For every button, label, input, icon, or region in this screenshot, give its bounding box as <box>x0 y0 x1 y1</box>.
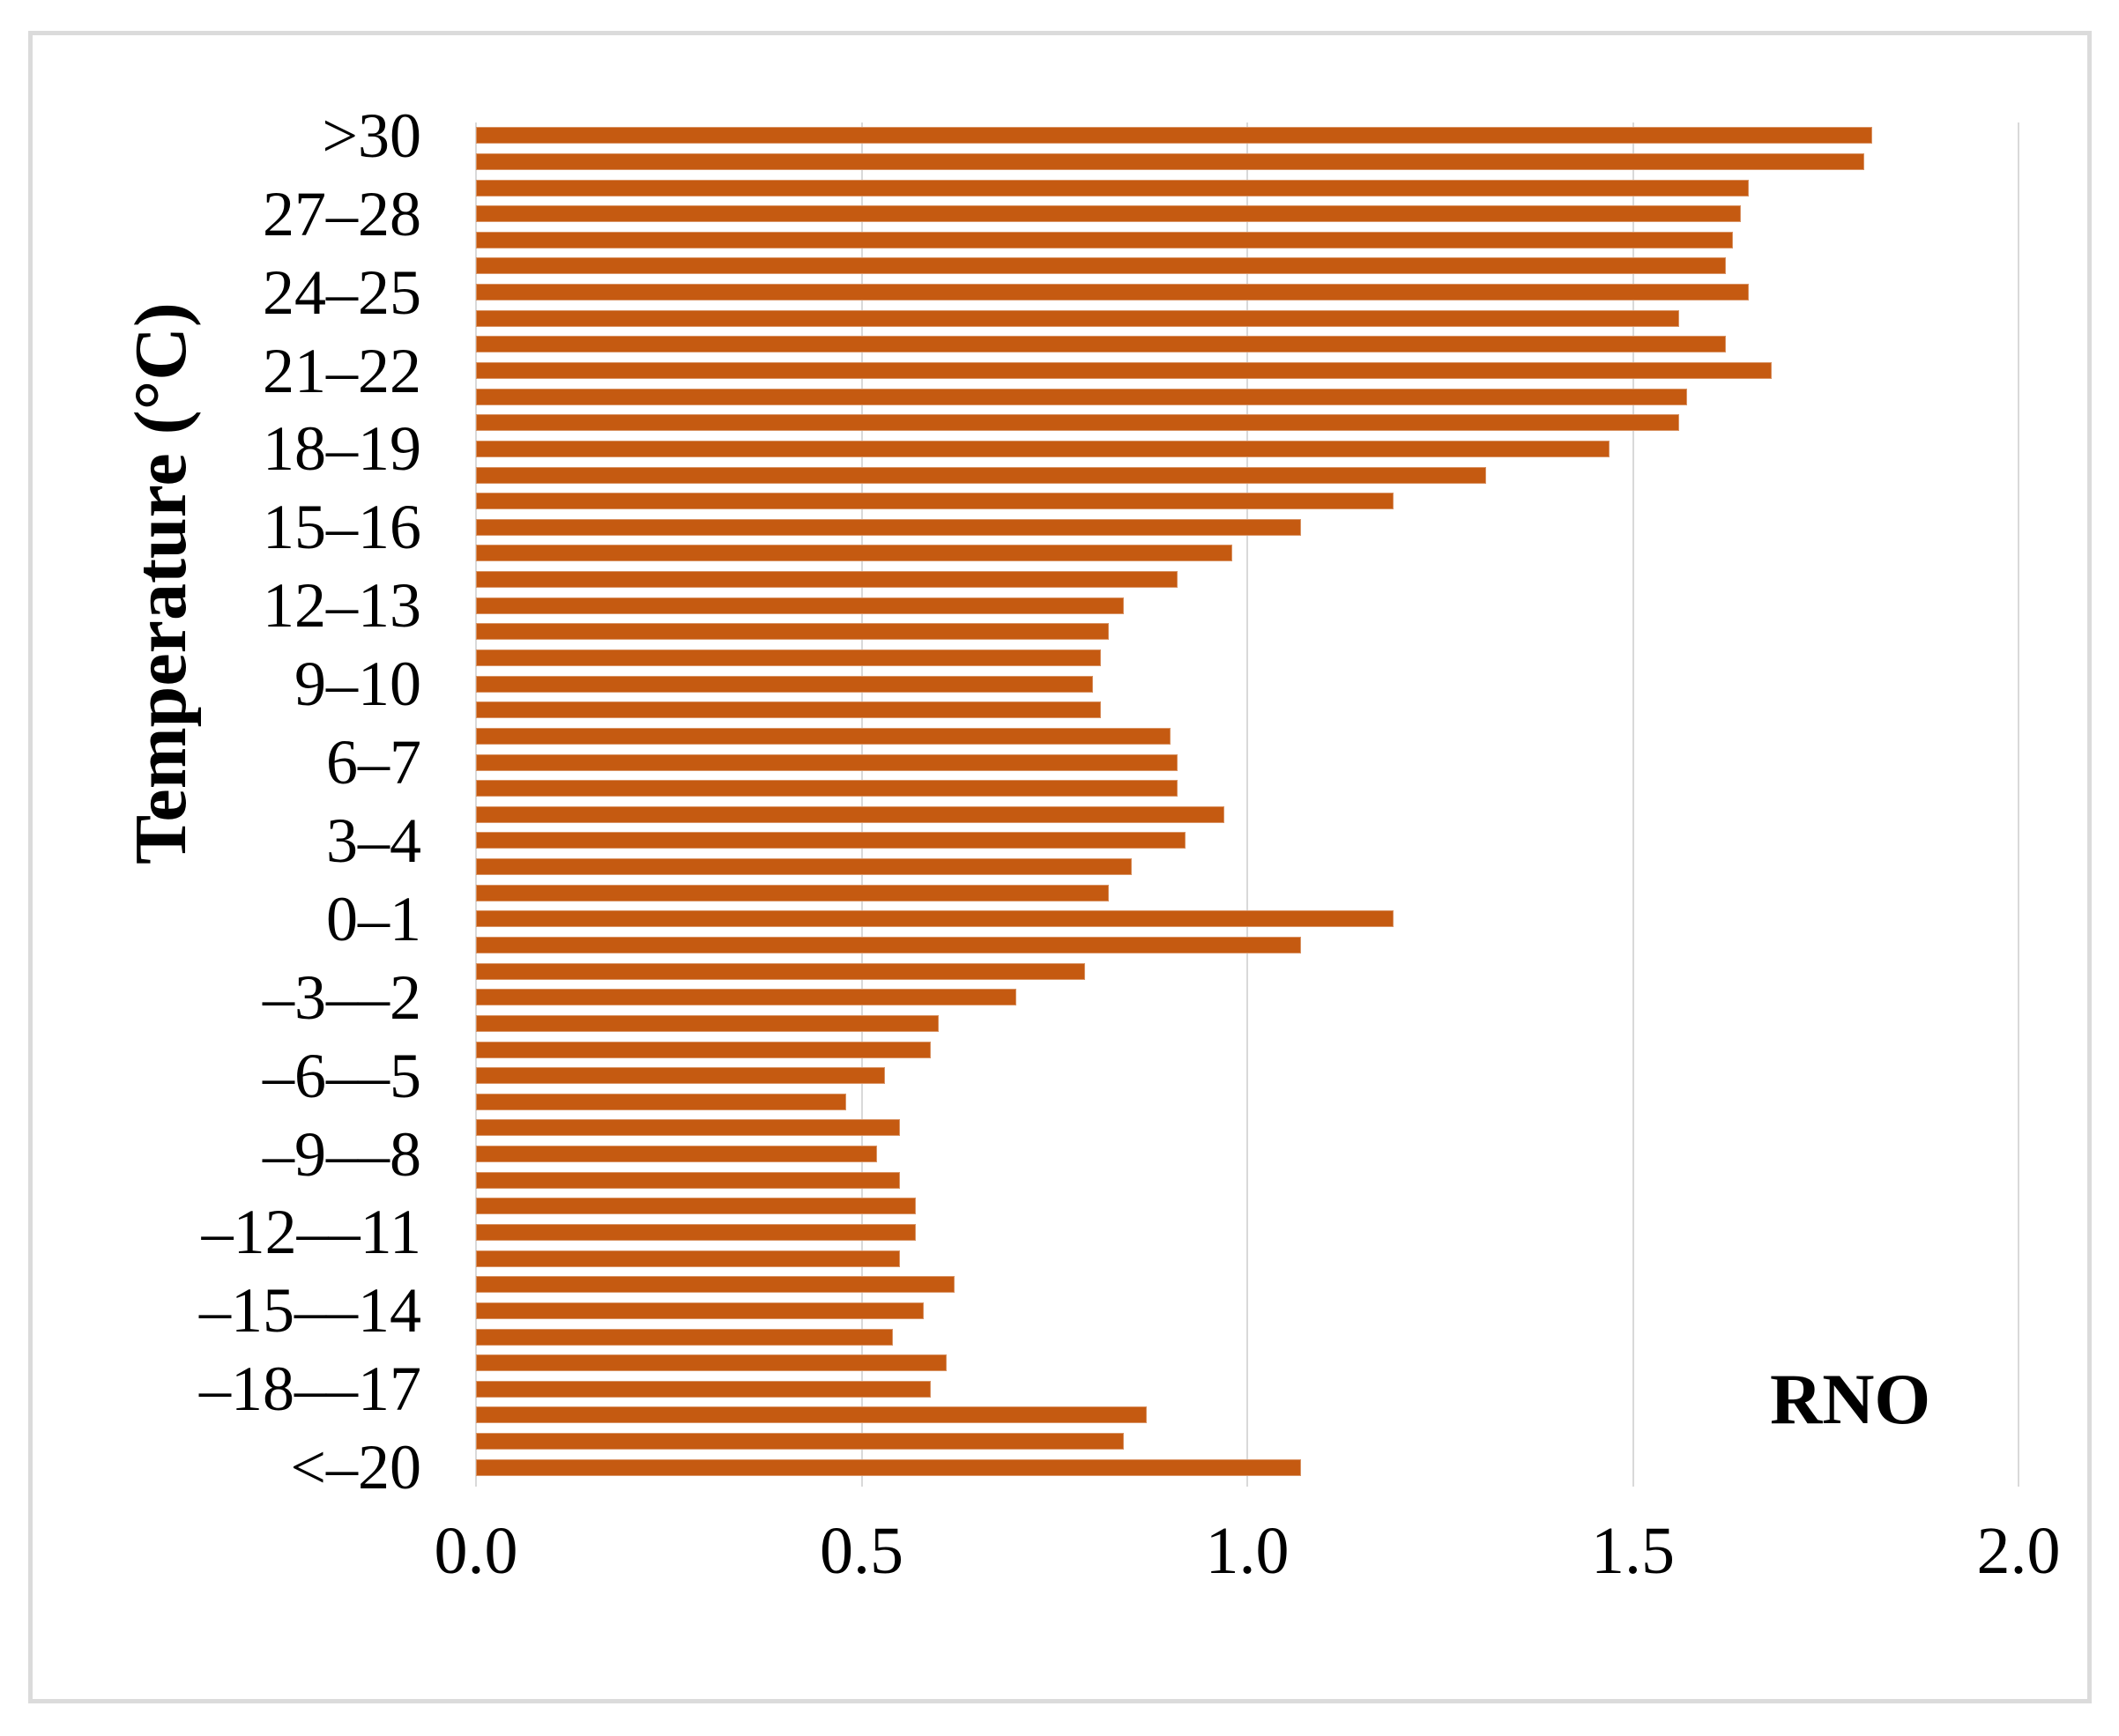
bar <box>476 1041 932 1058</box>
y-tick-label: 6–7 <box>326 727 421 798</box>
y-tick-label: 0–1 <box>326 883 421 954</box>
bar <box>476 701 1101 719</box>
bar <box>476 727 1171 745</box>
y-tick-label: 3–4 <box>326 805 421 876</box>
bar <box>476 962 1086 980</box>
x-gridline <box>2018 122 2019 1487</box>
y-tick-label: 18–19 <box>263 413 421 485</box>
bar <box>476 414 1679 432</box>
y-tick-label: –9––8 <box>263 1118 421 1190</box>
bar <box>476 466 1487 484</box>
y-tick-label: –6––5 <box>263 1040 421 1111</box>
y-tick-label: –12––11 <box>201 1197 421 1268</box>
series-label: RNO <box>1770 1359 1931 1439</box>
x-tick-label: 0.0 <box>434 1514 518 1588</box>
bar <box>476 1433 1124 1450</box>
bar <box>476 1198 916 1215</box>
y-tick-label: <–20 <box>290 1432 421 1503</box>
bar <box>476 675 1093 693</box>
bar <box>476 623 1109 641</box>
bar <box>476 1119 901 1137</box>
bar <box>476 571 1178 589</box>
bar <box>476 440 1610 457</box>
x-tick-label: 0.5 <box>820 1514 903 1588</box>
x-tick-label: 1.0 <box>1205 1514 1290 1588</box>
y-tick-label: –3––2 <box>263 961 421 1033</box>
bar <box>476 910 1394 928</box>
y-tick-label: >30 <box>322 100 421 171</box>
bar <box>476 1250 901 1267</box>
y-tick-label: 9–10 <box>294 649 421 720</box>
bar <box>476 1380 932 1398</box>
bar <box>476 362 1772 380</box>
bar <box>476 780 1178 798</box>
bar <box>476 127 1872 145</box>
bar <box>476 1014 939 1032</box>
plot-area <box>475 122 2019 1487</box>
bar <box>476 1458 1302 1476</box>
x-gridline <box>475 122 477 1487</box>
bar <box>476 1067 885 1085</box>
bar <box>476 1354 947 1372</box>
x-tick-label: 2.0 <box>1976 1514 2061 1588</box>
x-gridline <box>860 122 863 1487</box>
bar <box>476 1223 916 1241</box>
bar <box>476 1406 1148 1424</box>
bar <box>476 989 1016 1006</box>
bar <box>476 597 1124 614</box>
y-tick-label: –15––14 <box>199 1275 421 1347</box>
bar <box>476 284 1749 301</box>
bar <box>476 805 1224 823</box>
bar <box>476 1276 955 1294</box>
bar <box>476 257 1726 275</box>
bar <box>476 336 1726 353</box>
bar <box>476 884 1109 901</box>
x-gridline <box>1246 122 1248 1487</box>
bar <box>476 1328 893 1346</box>
bar <box>476 388 1687 405</box>
bar <box>476 309 1679 327</box>
y-tick-label: 15–16 <box>263 492 421 563</box>
y-tick-label: 12–13 <box>263 570 421 642</box>
bar <box>476 649 1101 666</box>
bar <box>476 518 1302 536</box>
bar <box>476 152 1864 170</box>
bar <box>476 545 1232 562</box>
bar <box>476 832 1186 849</box>
bar <box>476 205 1741 223</box>
bar <box>476 1146 877 1163</box>
bar <box>476 936 1302 953</box>
bar <box>476 493 1394 510</box>
y-tick-label: 27–28 <box>263 178 421 249</box>
y-tick-label: –18––17 <box>199 1354 421 1425</box>
x-tick-label: 1.5 <box>1591 1514 1675 1588</box>
y-tick-label: 21–22 <box>263 335 421 406</box>
bar <box>476 1093 846 1110</box>
bar <box>476 858 1132 876</box>
bar <box>476 1171 901 1189</box>
x-gridline <box>1632 122 1634 1487</box>
bar <box>476 1302 924 1319</box>
bar <box>476 231 1734 249</box>
y-tick-label: 24–25 <box>263 256 421 328</box>
bar <box>476 753 1178 771</box>
bar <box>476 179 1749 197</box>
